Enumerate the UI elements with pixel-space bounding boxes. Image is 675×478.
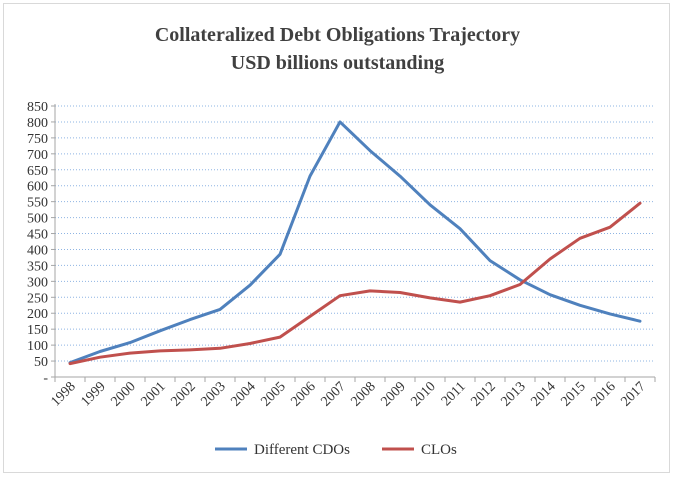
y-tick-label: 350 xyxy=(27,259,48,274)
x-tick-label: 1998 xyxy=(48,379,78,409)
y-tick-label: 450 xyxy=(27,228,48,243)
y-tick-label: 250 xyxy=(27,291,48,306)
y-tick-label: 750 xyxy=(27,132,48,147)
chart-frame xyxy=(3,3,670,473)
y-tick-label: 550 xyxy=(27,196,48,211)
chart-title: Collateralized Debt Obligations Trajecto… xyxy=(154,24,521,46)
legend-label: CLOs xyxy=(421,442,457,458)
legend-label: Different CDOs xyxy=(254,442,350,458)
y-tick-label: 100 xyxy=(27,339,48,354)
x-tick-label: 2011 xyxy=(439,379,469,409)
y-tick-labels: -501001502002503003504004505005506006507… xyxy=(27,100,48,386)
y-tick-label: 200 xyxy=(27,307,48,322)
x-tick-label: 2002 xyxy=(168,379,198,409)
y-tick-label: 400 xyxy=(27,243,48,258)
series-lines xyxy=(68,120,642,366)
x-tick-label: 2009 xyxy=(378,379,408,409)
y-tick-label: 650 xyxy=(27,164,48,179)
gridlines xyxy=(55,105,655,362)
x-tick-label: 2016 xyxy=(588,379,618,409)
y-tick-label: 700 xyxy=(27,148,48,163)
y-tick-label: - xyxy=(43,371,48,386)
x-tick-label: 2013 xyxy=(498,379,528,409)
y-tick-label: 500 xyxy=(27,212,48,227)
x-tick-label: 2007 xyxy=(318,379,348,409)
y-tick-label: 800 xyxy=(27,116,48,131)
x-tick-label: 2014 xyxy=(528,379,558,409)
y-tick-label: 50 xyxy=(34,355,48,370)
y-tick-label: 300 xyxy=(27,275,48,290)
chart-subtitle: USD billions outstanding xyxy=(230,52,445,74)
x-tick-label: 2006 xyxy=(288,379,318,409)
x-tick-labels: 1998 1999 2000 2001 2002 2003 2004 2005 2006 2007… xyxy=(48,379,648,409)
x-tick-label: 2004 xyxy=(228,379,258,409)
x-tick-label: 1999 xyxy=(78,379,108,409)
series-line xyxy=(68,201,642,366)
x-tick-label: 2015 xyxy=(558,379,588,409)
axes xyxy=(51,104,656,382)
y-tick-label: 150 xyxy=(27,323,48,338)
y-tick-label: 850 xyxy=(27,100,48,115)
x-tick-label: 2001 xyxy=(138,379,168,409)
series-line xyxy=(68,120,642,365)
x-tick-label: 2005 xyxy=(258,379,288,409)
x-tick-label: 2008 xyxy=(348,379,378,409)
legend: Different CDOs CLOs xyxy=(215,442,457,458)
x-tick-label: 2000 xyxy=(108,379,138,409)
x-tick-label: 2017 xyxy=(618,379,648,409)
x-tick-label: 2012 xyxy=(468,379,498,409)
x-tick-label: 2010 xyxy=(408,379,438,409)
x-tick-label: 2003 xyxy=(198,379,228,409)
y-tick-label: 600 xyxy=(27,180,48,195)
